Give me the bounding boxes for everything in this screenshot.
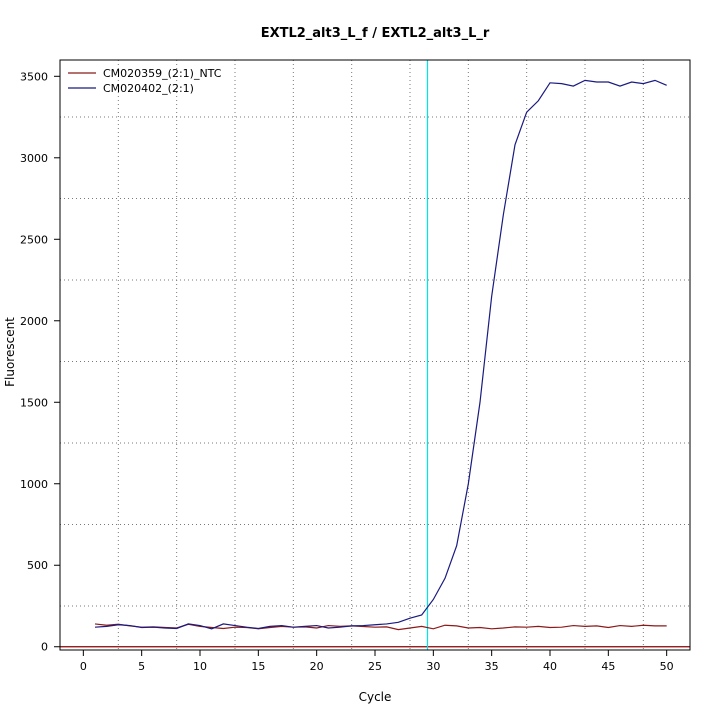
x-tick-label: 20 [310,660,324,673]
y-tick-label: 2500 [20,233,48,246]
x-tick-label: 30 [426,660,440,673]
x-axis-label: Cycle [359,690,392,704]
x-tick-label: 40 [543,660,557,673]
series-line-2 [94,79,667,630]
y-tick-label: 0 [41,641,48,654]
grid [60,60,690,650]
x-tick-label: 35 [485,660,499,673]
x-axis: 0 5 10 15 20 25 30 35 40 45 50 [80,650,674,673]
chart-title: EXTL2_alt3_L_f / EXTL2_alt3_L_r [261,26,490,41]
y-tick-label: 3000 [20,152,48,165]
legend-label-1: CM020359_(2:1)_NTC [103,67,222,80]
x-tick-label: 5 [138,660,145,673]
x-tick-label: 25 [368,660,382,673]
x-tick-label: 0 [80,660,87,673]
y-axis-label: Fluorescent [3,317,17,387]
y-axis: 0 500 1000 1500 2000 2500 3000 3500 [20,70,60,654]
y-tick-label: 2000 [20,315,48,328]
x-tick-label: 15 [251,660,265,673]
legend-label-2: CM020402_(2:1) [103,82,194,95]
y-tick-label: 1500 [20,396,48,409]
x-tick-label: 50 [660,660,674,673]
y-tick-label: 3500 [20,70,48,83]
y-tick-label: 500 [27,559,48,572]
y-tick-label: 1000 [20,478,48,491]
reference-lines [60,60,690,650]
legend: CM020359_(2:1)_NTC CM020402_(2:1) [68,67,222,95]
x-tick-label: 10 [193,660,207,673]
x-tick-label: 45 [601,660,615,673]
series-lines [94,79,667,631]
